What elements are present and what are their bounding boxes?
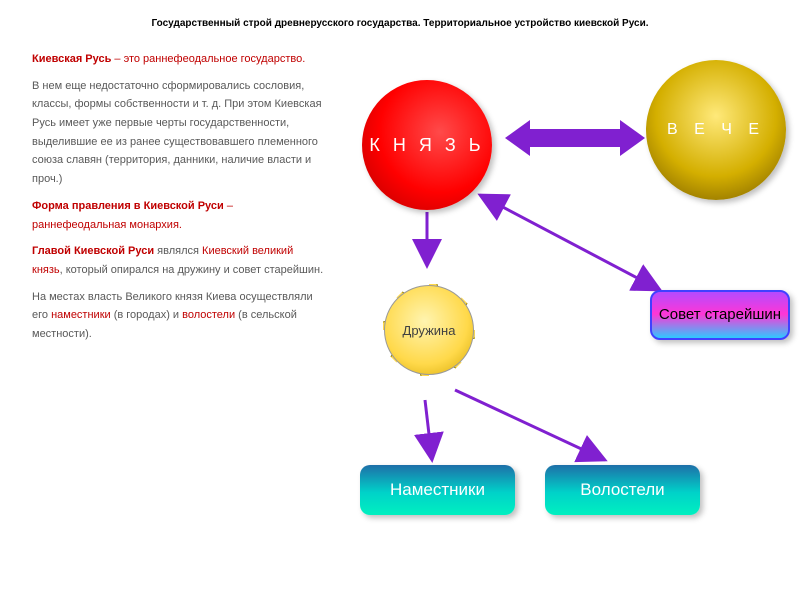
label: Дружина xyxy=(403,323,456,338)
label: Волостели xyxy=(580,480,664,500)
label: Наместники xyxy=(390,480,485,500)
hl: Главой Киевской Руси xyxy=(32,245,154,257)
label: В Е Ч Е xyxy=(667,121,765,139)
hl: Форма правления в Киевской Руси xyxy=(32,200,224,212)
t: (в городах) и xyxy=(111,309,182,321)
t: , который опирался на дружину и совет ст… xyxy=(60,264,324,276)
sidebar-text: Киевская Русь – это раннефеодальное госу… xyxy=(32,50,324,352)
para-2: В нем еще недостаточно сформировались со… xyxy=(32,77,324,189)
node-volosteli: Волостели xyxy=(545,465,700,515)
diagram-area: К Н Я З Ь В Е Ч Е Дружина Совет старейши… xyxy=(330,40,800,600)
arrow-druzhina-namestniki xyxy=(425,400,432,460)
node-sovet: Совет старейшин xyxy=(650,290,790,340)
arrow-knyaz-veche xyxy=(505,120,645,156)
label: К Н Я З Ь xyxy=(369,135,484,156)
t: являлся xyxy=(154,245,202,257)
sun-core: Дружина xyxy=(384,285,474,375)
para-5: На местах власть Великого князя Киева ос… xyxy=(32,288,324,344)
arrow-knyaz-sovet xyxy=(480,195,660,290)
hl-tail: – это раннефеодальное государство. xyxy=(111,53,305,65)
hl: наместники xyxy=(51,309,111,321)
page-title: Государственный строй древнерусского гос… xyxy=(0,18,800,29)
node-namestniki: Наместники xyxy=(360,465,515,515)
para-1: Киевская Русь – это раннефеодальное госу… xyxy=(32,50,324,69)
para-4: Главой Киевской Руси являлся Киевский ве… xyxy=(32,242,324,279)
label: Совет старейшин xyxy=(659,307,781,324)
para-3: Форма правления в Киевской Руси – раннеф… xyxy=(32,197,324,234)
hl: Киевская Русь xyxy=(32,53,111,65)
hl: волостели xyxy=(182,309,235,321)
node-veche: В Е Ч Е xyxy=(646,60,786,200)
node-druzhina: Дружина xyxy=(354,255,504,405)
node-knyaz: К Н Я З Ь xyxy=(362,80,492,210)
